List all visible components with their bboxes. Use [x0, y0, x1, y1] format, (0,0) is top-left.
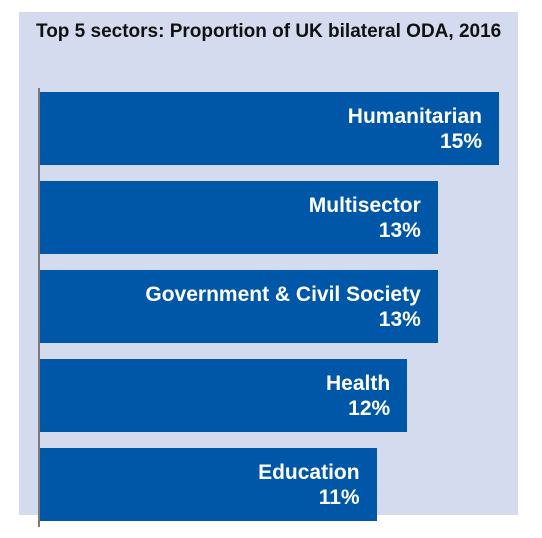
bar: Multisector 13% [40, 181, 438, 254]
bar-value-label: 13% [378, 307, 421, 331]
bar-category-label: Multisector [308, 193, 421, 217]
bar-value-label: 11% [318, 485, 360, 509]
bar-category-label: Health [326, 371, 391, 395]
bar-category-label: Humanitarian [347, 104, 482, 128]
bar-value-label: 15% [439, 129, 482, 153]
y-axis-line [38, 88, 40, 527]
chart-title: Top 5 sectors: Proportion of UK bilatera… [36, 21, 502, 42]
bar: Education 11% [40, 448, 377, 521]
bar-value-label: 13% [378, 218, 421, 242]
bar: Health 12% [40, 359, 408, 432]
bar-category-label: Government & Civil Society [145, 282, 421, 306]
bar-category-label: Education [258, 460, 360, 484]
bar-value-label: 12% [348, 396, 391, 420]
chart-panel [19, 12, 518, 515]
bar: Humanitarian 15% [40, 92, 499, 165]
bar: Government & Civil Society 13% [40, 270, 438, 343]
